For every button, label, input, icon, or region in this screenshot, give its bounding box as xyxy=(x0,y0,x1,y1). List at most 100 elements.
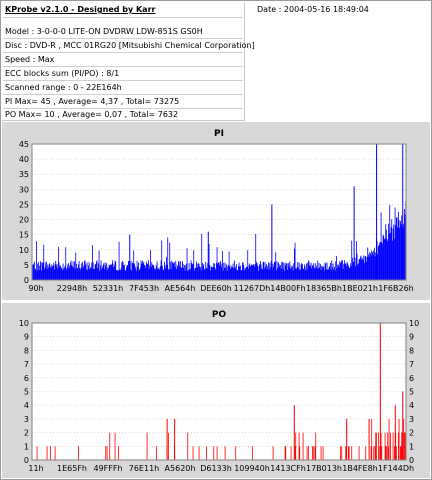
bar xyxy=(272,269,273,280)
bar xyxy=(150,249,151,280)
bar xyxy=(95,263,97,280)
bar xyxy=(269,263,271,280)
bar xyxy=(276,261,278,280)
y-tick-label: 15 xyxy=(19,231,29,240)
bar xyxy=(338,264,339,280)
bar xyxy=(189,269,191,280)
bar xyxy=(191,263,193,280)
y-tick-label: 3 xyxy=(24,415,29,424)
bar xyxy=(236,270,238,280)
bar xyxy=(47,264,49,280)
bar xyxy=(224,262,226,280)
y-tick-label: 10 xyxy=(19,246,29,255)
bar xyxy=(90,268,92,280)
bar xyxy=(232,263,234,280)
bar xyxy=(146,261,147,280)
bar xyxy=(252,446,253,460)
x-tick-label: A5620h xyxy=(165,464,196,473)
bar xyxy=(110,265,111,280)
bar xyxy=(147,263,149,280)
bar xyxy=(180,267,182,280)
bar xyxy=(204,269,205,280)
bar xyxy=(400,446,402,460)
bar xyxy=(320,446,322,460)
x-tick-label: 1BE021h xyxy=(342,284,378,293)
bar xyxy=(262,269,263,280)
bar-spike xyxy=(379,323,381,460)
bar xyxy=(240,265,241,280)
bar xyxy=(186,248,188,280)
bar xyxy=(210,270,211,280)
bar xyxy=(49,263,51,280)
bar xyxy=(261,268,263,280)
bar xyxy=(386,229,387,280)
bar xyxy=(106,263,107,280)
bar-spike xyxy=(353,186,355,280)
bar xyxy=(237,270,239,280)
bar xyxy=(56,265,57,280)
bar xyxy=(96,260,98,280)
bar xyxy=(86,262,88,280)
bar xyxy=(253,264,255,280)
bar xyxy=(306,263,307,280)
bar xyxy=(403,418,405,460)
bar xyxy=(206,446,207,460)
bar xyxy=(182,261,183,280)
bar xyxy=(239,266,241,280)
bar xyxy=(148,260,149,280)
bar xyxy=(126,265,128,280)
bar xyxy=(152,264,153,280)
bar xyxy=(136,270,137,280)
bar xyxy=(60,265,61,280)
bar xyxy=(54,269,55,280)
bar xyxy=(144,264,145,280)
bar xyxy=(98,263,99,280)
bar xyxy=(392,228,394,280)
bar xyxy=(135,268,137,280)
bar xyxy=(330,262,331,280)
bar xyxy=(294,242,296,280)
bar xyxy=(226,270,228,280)
bar xyxy=(245,268,247,280)
bar xyxy=(374,247,375,280)
bar xyxy=(292,270,294,280)
bar xyxy=(72,266,73,280)
bar xyxy=(138,269,140,280)
bar xyxy=(320,269,322,280)
bar xyxy=(387,432,389,460)
bar xyxy=(160,266,161,280)
bar xyxy=(380,432,382,460)
bar xyxy=(396,217,397,280)
bar xyxy=(305,270,307,280)
bar xyxy=(284,446,286,460)
bar xyxy=(341,446,343,460)
bar xyxy=(113,267,115,280)
y-tick-label: 30 xyxy=(19,185,29,194)
bar xyxy=(327,269,329,280)
bar xyxy=(115,261,117,280)
bar xyxy=(161,240,163,280)
bar xyxy=(336,268,338,280)
bar xyxy=(112,260,113,280)
bar xyxy=(366,261,367,280)
bar xyxy=(155,269,157,280)
bar xyxy=(76,263,77,280)
bar xyxy=(228,251,230,280)
bar xyxy=(84,260,86,280)
bar xyxy=(174,262,175,280)
bar xyxy=(339,261,341,280)
bar xyxy=(100,265,101,280)
bar xyxy=(252,264,253,280)
bar xyxy=(153,265,155,280)
bar xyxy=(216,247,218,280)
bar xyxy=(220,261,221,280)
bar xyxy=(296,268,297,280)
bar xyxy=(308,446,309,460)
bar xyxy=(397,227,399,280)
bar xyxy=(102,265,104,280)
bar xyxy=(178,261,180,280)
bar xyxy=(312,266,314,280)
bar xyxy=(228,264,229,280)
bar xyxy=(244,270,245,280)
bar xyxy=(170,268,172,280)
